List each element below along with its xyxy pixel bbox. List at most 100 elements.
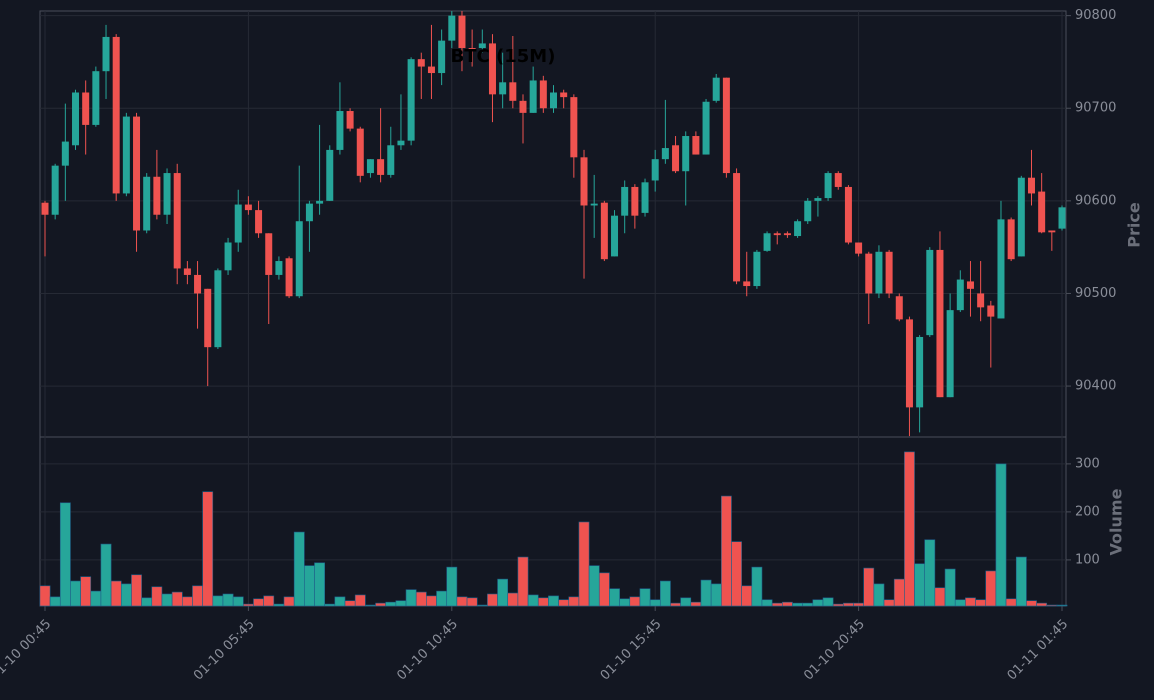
candle-body [794, 221, 802, 237]
candle-body [865, 253, 873, 294]
candle-body [661, 148, 669, 160]
volume-bar [832, 603, 844, 607]
candle-body [733, 173, 741, 282]
candle-body [468, 48, 476, 51]
candle-body [366, 159, 374, 174]
volume-bar [1005, 598, 1017, 607]
x-tick-label: 01-10 05:45 [191, 617, 258, 684]
candle-body [133, 116, 141, 231]
volume-bar [202, 491, 214, 607]
volume-bar [405, 589, 417, 607]
volume-bar [426, 595, 437, 607]
volume-bar [741, 585, 753, 607]
volume-bar [527, 594, 539, 607]
y-tick-label: 90400 [1075, 379, 1116, 394]
candle-body [753, 251, 761, 287]
volume-bar [365, 604, 376, 607]
volume-bar [293, 531, 305, 607]
volume-bar [700, 579, 712, 607]
volume-bar [1056, 604, 1068, 607]
candle-body [356, 128, 364, 176]
volume-bar [517, 556, 529, 607]
candle-body [997, 219, 1005, 319]
candle-body [834, 173, 842, 187]
volume-bar [141, 597, 153, 607]
candle-body [539, 80, 547, 109]
candle-body [336, 111, 344, 150]
candle-body [316, 200, 324, 204]
y-tick-label: 90700 [1075, 101, 1116, 116]
candle-body [743, 281, 751, 287]
volume-bar [904, 451, 915, 607]
volume-bar [222, 593, 234, 607]
volume-bar [812, 599, 824, 607]
candle-body [427, 66, 435, 74]
candle-body [722, 77, 730, 174]
volume-tick-label: 300 [1075, 456, 1100, 471]
volume-bar [1046, 604, 1058, 607]
y-tick-label: 90800 [1075, 8, 1116, 23]
volume-bar [395, 600, 407, 607]
volume-bar [314, 562, 325, 607]
volume-bar [232, 596, 244, 607]
candle-body [102, 36, 110, 72]
candle-body [122, 116, 130, 194]
volume-bar [507, 592, 519, 607]
candle-body [580, 157, 588, 206]
volume-bar [843, 602, 854, 607]
volume-bar [598, 572, 610, 607]
volume-bar [1015, 556, 1027, 607]
candle-body [977, 293, 985, 308]
candle-body [966, 281, 974, 289]
candle-body [478, 43, 486, 49]
candle-body [234, 204, 242, 243]
candle-body [194, 274, 202, 294]
x-tick-label: 01-10 20:45 [801, 617, 868, 684]
volume-bar [883, 599, 895, 607]
candle-body [1007, 219, 1015, 260]
candle-body [560, 92, 568, 98]
candle-body [905, 319, 913, 408]
candle-body [763, 233, 771, 251]
volume-bar [659, 580, 671, 607]
candle-body [651, 159, 659, 181]
candle-body [590, 203, 598, 206]
candle-body [814, 198, 822, 201]
candle-body [438, 40, 446, 74]
price-panel [39, 10, 1067, 438]
volume-bar [436, 590, 448, 607]
candle-body [621, 186, 629, 216]
volume-bar [120, 583, 132, 607]
candle-body [712, 77, 720, 101]
volume-bar [283, 596, 295, 607]
volume-bar [792, 602, 803, 607]
volume-bar [548, 595, 559, 607]
y-tick-label: 90500 [1075, 286, 1116, 301]
candle-body [326, 149, 334, 201]
volume-bar [985, 570, 997, 607]
volume-bar [49, 596, 61, 607]
candle-body [458, 15, 466, 49]
volume-bar [649, 599, 661, 607]
candle-body [773, 233, 781, 236]
volume-bar [680, 597, 692, 607]
candle-body [550, 92, 557, 109]
volume-bar [273, 603, 285, 607]
candle-body [936, 249, 944, 398]
volume-bar [731, 541, 742, 607]
volume-bar [761, 599, 773, 607]
candle-body [824, 173, 832, 199]
volume-bar [568, 596, 580, 607]
y-axis-label: Price [1125, 202, 1144, 248]
candle-body [509, 82, 517, 101]
candle-body [1048, 230, 1056, 233]
volume-bar [751, 566, 763, 607]
volume-axis-label: Volume [1107, 488, 1126, 555]
candle-body [214, 270, 222, 348]
volume-bar [90, 590, 102, 607]
volume-bar [253, 598, 264, 607]
x-tick-label: 01-10 15:45 [598, 617, 665, 684]
volume-bar [965, 597, 976, 607]
